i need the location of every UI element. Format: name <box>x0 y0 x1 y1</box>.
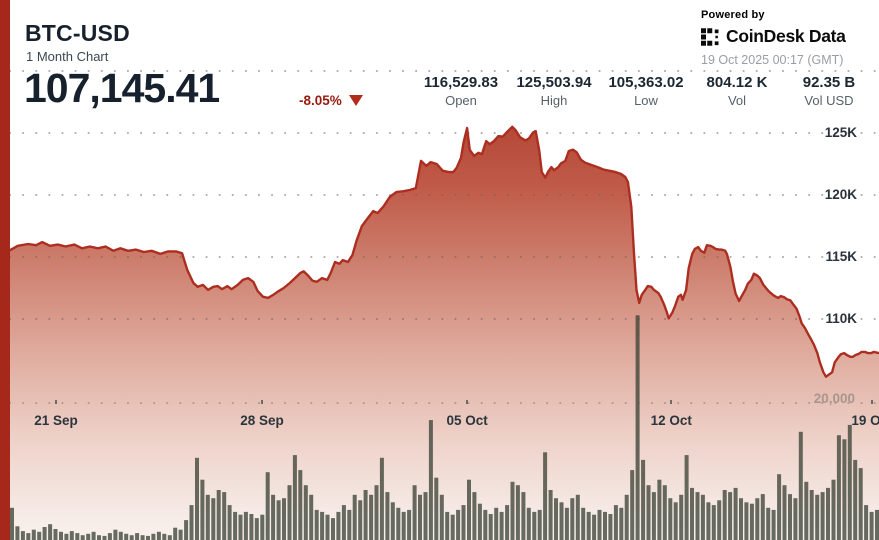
x-axis-label: 05 Oct <box>446 413 488 428</box>
stat-low-label: Low <box>634 93 658 108</box>
stat-vol-label: Vol <box>727 93 747 108</box>
branding: Powered by CoinDesk Data 19 Oct 2025 00:… <box>701 9 846 67</box>
stat-open: 116,529.83 Open <box>424 74 498 108</box>
x-axis-label: 19 Oct <box>851 413 879 428</box>
stat-high-label: High <box>540 93 568 108</box>
y-axis-label: 125K <box>824 125 857 140</box>
x-axis-label: 28 Sep <box>240 413 284 428</box>
y-axis-label: 115K <box>825 249 857 264</box>
price-line <box>8 125 879 378</box>
y-axis-label: 110K <box>825 311 857 326</box>
volume-bars <box>10 315 879 540</box>
timestamp: 19 Oct 2025 00:17 (GMT) <box>701 53 844 67</box>
x-axis-tick <box>871 400 874 404</box>
stat-open-label: Open <box>445 93 477 108</box>
x-axis-tick <box>55 400 58 404</box>
price-area-fill <box>10 126 879 540</box>
stat-vol-usd-label: Vol USD <box>804 93 854 108</box>
change-percent: -8.05% <box>299 93 342 108</box>
gridlines <box>9 70 879 404</box>
stat-vol: 804.12 K Vol <box>707 74 768 108</box>
powered-by-label: Powered by <box>701 9 765 21</box>
price-change: -8.05% <box>299 93 363 108</box>
stat-low-value: 105,363.02 <box>608 74 684 91</box>
stat-vol-usd-value: 92.35 B <box>802 74 856 91</box>
stat-vol-value: 804.12 K <box>706 74 768 91</box>
x-axis-label: 12 Oct <box>650 413 692 428</box>
x-axis-label: 21 Sep <box>34 413 78 428</box>
brand-row: CoinDesk Data <box>701 26 846 47</box>
volume-axis-label: 20,000 <box>813 391 855 406</box>
x-axis-tick <box>466 400 469 404</box>
stat-low: 105,363.02 Low <box>608 74 683 108</box>
stat-high: 125,503.94 High <box>516 74 591 108</box>
down-arrow-icon <box>348 95 363 106</box>
brand-name: CoinDesk Data <box>726 26 846 46</box>
left-accent-bar <box>0 0 10 540</box>
page-title: BTC-USD <box>25 20 130 46</box>
y-axis-label: 120K <box>824 187 857 202</box>
x-axis-tick <box>261 400 263 404</box>
chart-period-label: 1 Month Chart <box>26 49 109 64</box>
stat-high-value: 125,503.94 <box>516 74 592 91</box>
stat-vol-usd: 92.35 B Vol USD <box>803 74 856 108</box>
coindesk-logo-icon <box>701 27 719 46</box>
last-price: 107,145.41 <box>24 65 220 111</box>
x-axis-tick <box>670 400 673 404</box>
stat-open-value: 116,529.83 <box>423 74 499 91</box>
